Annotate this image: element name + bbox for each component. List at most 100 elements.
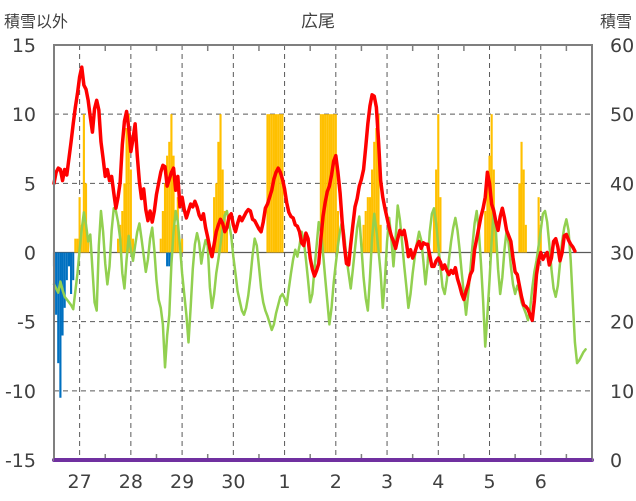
x-tick-label: 30 [221, 471, 245, 493]
precip-bar [116, 238, 120, 253]
y-tick-right-label: 60 [610, 35, 634, 57]
precip-bar [319, 114, 322, 253]
y-tick-left-label: -10 [5, 381, 36, 403]
temp_min-line [52, 204, 587, 369]
precip-bar [524, 224, 527, 253]
negative-bar [65, 252, 68, 281]
precip-bar [321, 114, 325, 253]
y-tick-left-label: 10 [12, 104, 36, 126]
x-tick-label: 5 [483, 471, 495, 493]
y-tick-left-label: 5 [24, 173, 36, 195]
precip-bar [127, 114, 130, 253]
precip-bar [486, 183, 489, 253]
precip-bar [221, 169, 224, 253]
precip-bar [125, 128, 128, 253]
negative-bar [55, 252, 58, 315]
precip-bar [131, 238, 135, 253]
x-tick-label: 6 [535, 471, 547, 493]
precip-bar [488, 155, 491, 253]
y-axis-left-ticks: 15 10 5 0 -5 -10 -15 [5, 35, 36, 472]
precip-bar [87, 238, 90, 253]
precip-bar [336, 211, 340, 253]
y-tick-left-label: -15 [5, 450, 36, 472]
precip-bar [379, 224, 382, 253]
precip-bar [362, 224, 365, 253]
precip-bar [377, 114, 380, 253]
precip-bar [161, 211, 164, 253]
precip-bar [121, 211, 124, 253]
y-tick-right-label: 40 [610, 173, 634, 195]
x-tick-label: 1 [279, 471, 291, 493]
plot-frame [53, 44, 593, 462]
negative-bar [63, 252, 66, 308]
y-tick-left-label: -5 [17, 312, 36, 334]
precip-bar [170, 114, 173, 253]
precip-bar [437, 114, 440, 253]
precip-bar [225, 224, 228, 253]
precip-bar [76, 238, 79, 253]
y-tick-right-label: 30 [610, 243, 634, 265]
y-tick-right-label: 50 [610, 104, 634, 126]
precip-bar [375, 128, 378, 253]
y-tick-right-label: 0 [610, 450, 622, 472]
precip-bar [366, 197, 369, 253]
precip-bar [520, 141, 523, 253]
x-tick-label: 2 [330, 471, 342, 493]
precip-bar [174, 224, 177, 253]
precip-bar [435, 169, 438, 253]
x-tick-label: 3 [381, 471, 393, 493]
negative-bar [70, 252, 73, 294]
negative-bar [67, 252, 71, 267]
precip-bar [163, 183, 167, 253]
precip-bar [439, 197, 442, 253]
precip-bar [277, 114, 280, 253]
temp_max-line [52, 65, 577, 323]
precip-bar [159, 238, 162, 253]
y-axis-left-label: 積雪以外 [4, 12, 68, 31]
precip-bar [326, 114, 329, 253]
precip-bar [368, 197, 372, 253]
precip-bar [324, 114, 327, 253]
precip-bar [217, 141, 220, 253]
precip-bar [537, 197, 540, 253]
y-axis-right-label: 積雪 [600, 12, 632, 31]
y-tick-right-label: 10 [610, 381, 634, 403]
negative-bar [166, 252, 169, 267]
precip-bar [432, 211, 436, 253]
precip-bar [490, 114, 493, 253]
precip-bar [364, 211, 367, 253]
precip-bar [213, 197, 216, 253]
precip-bar [274, 114, 278, 253]
precip-bar [215, 183, 218, 253]
precip-bar [371, 169, 374, 253]
x-tick-label: 29 [170, 471, 194, 493]
negative-bar [59, 252, 62, 398]
precip-bar [168, 141, 171, 253]
negative-bar [57, 252, 60, 364]
precip-bar [518, 183, 521, 253]
x-tick-label: 27 [68, 471, 92, 493]
precip-bar [279, 114, 282, 253]
precip-bar [219, 114, 222, 253]
precip-bar [268, 114, 271, 253]
precip-bar [332, 114, 335, 253]
x-axis-ticks: 27 28 29 30 1 2 3 4 5 6 [68, 471, 547, 493]
precip-bar [181, 238, 184, 253]
negative-bar [168, 252, 171, 267]
precip-bar [266, 114, 269, 253]
precip-bar [522, 169, 525, 253]
precip-bar [78, 197, 81, 253]
precip-bar [334, 114, 337, 253]
precip-bar [82, 114, 85, 253]
precip-bar [373, 141, 376, 253]
precip-bar [166, 155, 169, 253]
x-tick-label: 4 [432, 471, 444, 493]
precip-bar [172, 155, 175, 253]
negative-bar [72, 252, 75, 281]
precip-bar [74, 238, 77, 253]
precip-bar [123, 183, 126, 253]
y-tick-left-label: 0 [24, 243, 36, 265]
x-tick-label: 28 [119, 471, 143, 493]
precip-bar [484, 211, 487, 253]
